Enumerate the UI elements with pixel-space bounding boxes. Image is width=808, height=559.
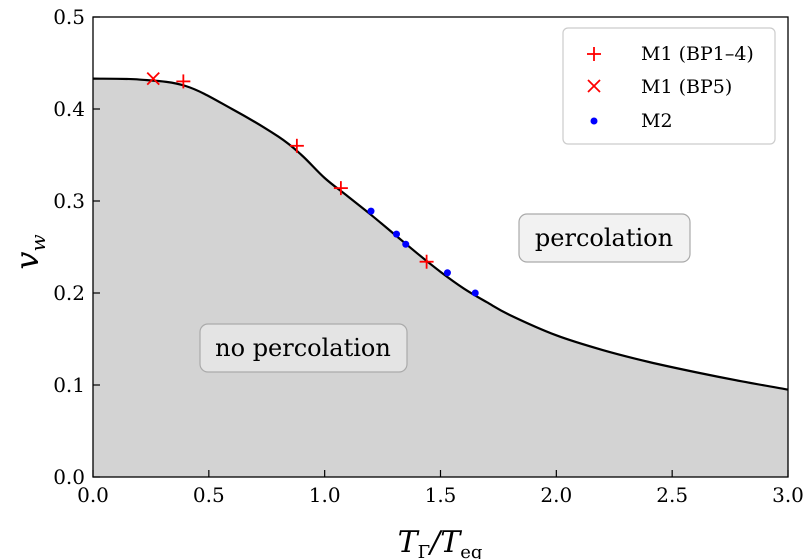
y-tick-label: 0.1 bbox=[53, 373, 85, 397]
legend-dot-marker bbox=[590, 117, 598, 125]
y-tick-label: 0.2 bbox=[53, 281, 85, 305]
dot-marker bbox=[402, 240, 410, 248]
legend-box bbox=[562, 27, 776, 145]
legend-label-m1-bp1-4: M1 (BP1–4) bbox=[641, 43, 754, 65]
x-axis-label: TΓ/Teq bbox=[398, 525, 483, 559]
y-tick-label: 0.0 bbox=[53, 465, 85, 489]
boundary-curve bbox=[92, 77, 789, 391]
data-markers bbox=[146, 72, 479, 297]
y-axis-ticks: 0.0 0.1 0.2 0.3 0.4 0.5 bbox=[53, 5, 100, 489]
plus-marker bbox=[419, 254, 434, 269]
x-axis-ticks: 0.0 0.5 1.0 1.5 2.0 2.5 3.0 bbox=[77, 470, 804, 507]
x-tick-label: 1.0 bbox=[309, 483, 341, 507]
x-tick-label: 3.0 bbox=[772, 483, 804, 507]
x-tick-label: 2.0 bbox=[540, 483, 572, 507]
plus-marker bbox=[289, 138, 304, 153]
y-tick-label: 0.4 bbox=[53, 97, 85, 121]
dot-marker bbox=[443, 269, 451, 277]
legend-item-m2: M2 bbox=[590, 110, 673, 132]
percolation-label-box: percolation bbox=[518, 213, 691, 263]
y-axis-label: vw bbox=[8, 234, 50, 269]
no-percolation-region bbox=[93, 78, 788, 477]
x-tick-label: 0.5 bbox=[193, 483, 225, 507]
legend: M1 (BP1–4) M1 (BP5) M2 bbox=[562, 27, 776, 145]
no-percolation-label-box: no percolation bbox=[199, 323, 408, 373]
legend-x-marker bbox=[587, 79, 601, 93]
x-tick-label: 0.0 bbox=[77, 483, 109, 507]
legend-item-m1-bp1-4: M1 (BP1–4) bbox=[587, 43, 754, 65]
legend-label-m2: M2 bbox=[641, 110, 673, 132]
x-marker bbox=[146, 72, 160, 86]
legend-item-m1-bp5: M1 (BP5) bbox=[587, 76, 732, 98]
y-tick-label: 0.3 bbox=[53, 189, 85, 213]
y-tick-label: 0.5 bbox=[53, 5, 85, 29]
x-tick-label: 1.5 bbox=[425, 483, 457, 507]
legend-label-m1-bp5: M1 (BP5) bbox=[641, 76, 732, 98]
legend-plus-marker bbox=[587, 47, 601, 61]
dot-marker bbox=[471, 289, 479, 297]
x-tick-label: 2.5 bbox=[656, 483, 688, 507]
dot-marker bbox=[392, 230, 400, 238]
plus-marker bbox=[176, 74, 191, 89]
dot-marker bbox=[367, 207, 375, 215]
no-percolation-label: no percolation bbox=[215, 334, 391, 362]
plus-marker bbox=[333, 181, 348, 196]
percolation-label: percolation bbox=[535, 224, 673, 252]
